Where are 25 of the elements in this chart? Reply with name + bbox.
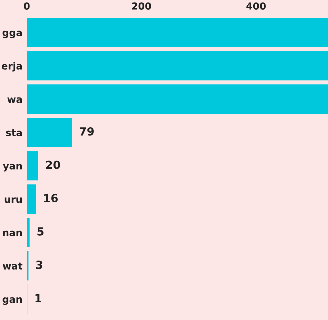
- y-tick-label: gga: [2, 30, 22, 38]
- data-label: 16: [44, 194, 58, 203]
- bar: [27, 151, 38, 181]
- y-tick-label: nan: [3, 230, 22, 236]
- bar: [27, 218, 30, 248]
- y-tick-label: gan: [2, 298, 22, 306]
- x-tick-label: 0: [24, 2, 30, 10]
- x-tick-label: 400: [246, 2, 266, 10]
- y-tick-label: wa: [8, 98, 22, 104]
- data-label: 20: [46, 160, 60, 170]
- y-tick-label: wat: [2, 262, 23, 270]
- bar: [27, 118, 72, 148]
- y-tick-label: uru: [4, 198, 22, 204]
- bar: [27, 184, 36, 214]
- x-tick-label: 200: [132, 2, 152, 10]
- data-label: 3: [36, 260, 43, 270]
- bar: [27, 84, 328, 114]
- y-tick-label: yan: [3, 164, 22, 172]
- bar: [27, 51, 328, 81]
- data-label: 5: [38, 228, 44, 236]
- bar: [27, 18, 328, 48]
- y-tick-label: erja: [2, 62, 22, 72]
- data-label: 1: [36, 294, 42, 302]
- y-tick-label: sta: [6, 130, 22, 136]
- data-label: 79: [80, 127, 94, 136]
